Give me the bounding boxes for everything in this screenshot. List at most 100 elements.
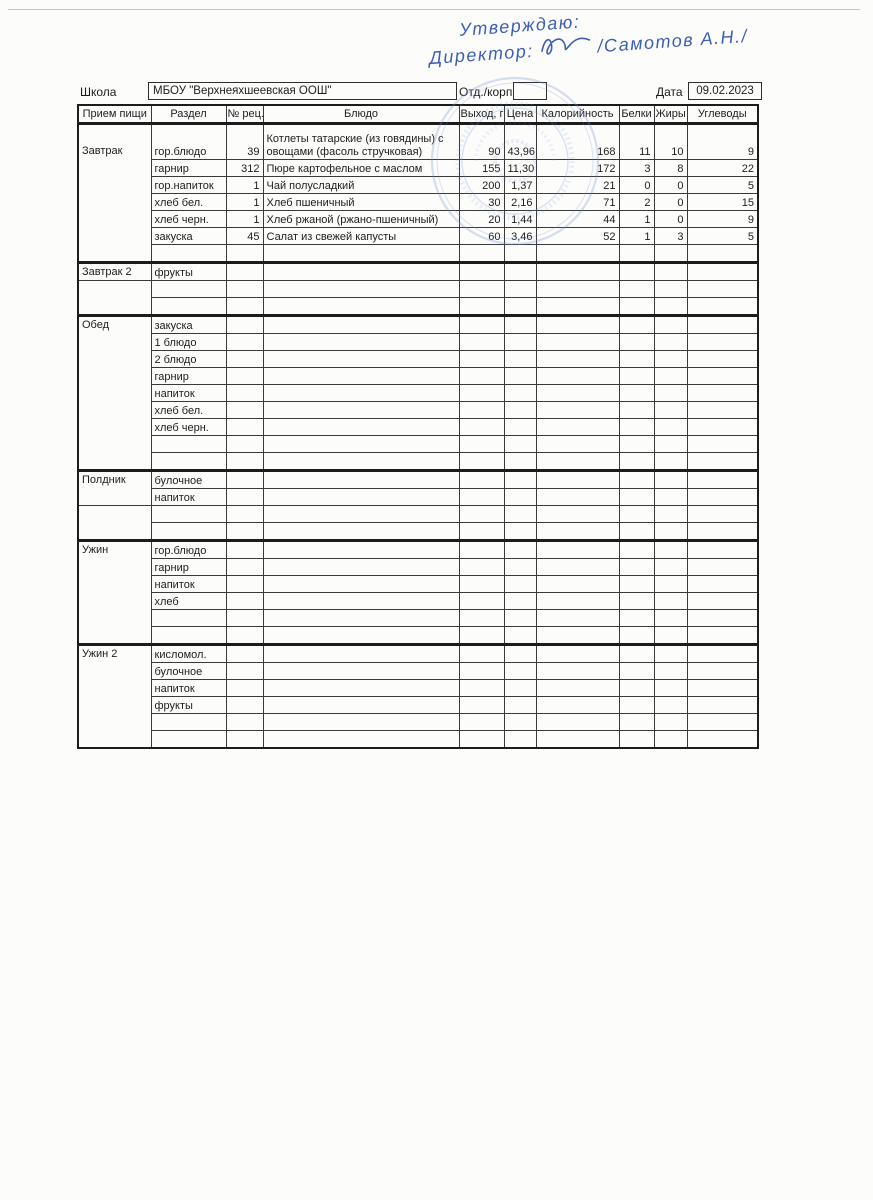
dish-cell: [262, 452, 460, 471]
table-row: 2 блюдо: [78, 350, 759, 368]
fat-cell: [653, 314, 688, 334]
price-cell: [503, 730, 537, 749]
recipe-no-cell: [225, 539, 264, 559]
razdel-cell: [150, 297, 227, 316]
fat-cell: [653, 452, 688, 471]
carbs-cell: 5: [686, 227, 759, 245]
price-cell: [503, 333, 537, 351]
protein-cell: 1: [618, 210, 655, 228]
dept-field: [513, 82, 547, 100]
output-cell: [458, 333, 505, 351]
output-cell: [458, 626, 505, 645]
calories-cell: [535, 713, 620, 731]
razdel-cell: напиток: [150, 488, 227, 506]
output-cell: 155: [458, 159, 505, 177]
recipe-no-cell: 1: [225, 210, 264, 228]
price-cell: 2,16: [503, 193, 537, 211]
output-cell: [458, 696, 505, 714]
signature-scribble-icon: [539, 32, 593, 65]
table-row: гарнир: [78, 367, 759, 385]
recipe-no-cell: [225, 261, 264, 281]
calories-cell: [535, 367, 620, 385]
output-cell: [458, 488, 505, 506]
fat-cell: [653, 435, 688, 453]
protein-cell: [618, 297, 655, 316]
price-cell: [503, 401, 537, 419]
recipe-no-cell: 1: [225, 176, 264, 194]
recipe-no-cell: [225, 384, 264, 402]
price-cell: [503, 280, 537, 298]
razdel-cell: [150, 452, 227, 471]
razdel-cell: кисломол.: [150, 643, 227, 663]
price-cell: [503, 592, 537, 610]
price-cell: [503, 609, 537, 627]
column-header: Белки: [618, 104, 655, 125]
razdel-cell: закуска: [150, 227, 227, 245]
protein-cell: [618, 418, 655, 436]
protein-cell: [618, 401, 655, 419]
calories-cell: 52: [535, 227, 620, 245]
carbs-cell: [686, 730, 759, 749]
carbs-cell: 9: [686, 122, 759, 160]
recipe-no-cell: [225, 592, 264, 610]
protein-cell: 2: [618, 193, 655, 211]
carbs-cell: [686, 522, 759, 541]
recipe-no-cell: [225, 297, 264, 316]
output-cell: [458, 261, 505, 281]
price-cell: [503, 244, 537, 263]
output-cell: [458, 350, 505, 368]
dish-cell: [262, 643, 460, 663]
razdel-cell: [150, 505, 227, 523]
price-cell: [503, 261, 537, 281]
dish-cell: [262, 314, 460, 334]
calories-cell: [535, 539, 620, 559]
price-cell: [503, 505, 537, 523]
output-cell: [458, 730, 505, 749]
meal-empty-cell: [77, 280, 152, 316]
column-header: Жиры: [653, 104, 688, 125]
recipe-no-cell: [225, 418, 264, 436]
razdel-cell: хлеб бел.: [150, 401, 227, 419]
price-cell: 11,30: [503, 159, 537, 177]
handwritten-approval-block: Утверждаю: Директор: /Самотов А.Н./: [427, 0, 749, 72]
fat-cell: [653, 713, 688, 731]
dish-cell: [262, 558, 460, 576]
price-cell: 1,37: [503, 176, 537, 194]
carbs-cell: 9: [686, 210, 759, 228]
calories-cell: [535, 730, 620, 749]
carbs-cell: [686, 367, 759, 385]
protein-cell: [618, 575, 655, 593]
dish-cell: [262, 713, 460, 731]
price-cell: 1,44: [503, 210, 537, 228]
meal-section-label: Ужин: [77, 539, 152, 645]
recipe-no-cell: [225, 244, 264, 263]
carbs-cell: [686, 505, 759, 523]
protein-cell: [618, 643, 655, 663]
output-cell: 20: [458, 210, 505, 228]
table-row: напиток: [78, 575, 759, 593]
meal-section-label: Обед: [77, 314, 152, 471]
dish-cell: [262, 592, 460, 610]
price-cell: [503, 679, 537, 697]
price-cell: 3,46: [503, 227, 537, 245]
price-cell: [503, 522, 537, 541]
recipe-no-cell: [225, 505, 264, 523]
protein-cell: [618, 367, 655, 385]
table-row: [78, 435, 759, 453]
recipe-no-cell: [225, 730, 264, 749]
table-row: [78, 452, 759, 471]
output-cell: [458, 505, 505, 523]
recipe-no-cell: [225, 314, 264, 334]
header-row: Прием пищи Раздел № рец. Блюдо Выход, г Цена К…: [77, 104, 759, 125]
output-cell: [458, 297, 505, 316]
dish-cell: [262, 539, 460, 559]
fat-cell: [653, 350, 688, 368]
dish-cell: [262, 280, 460, 298]
protein-cell: [618, 696, 655, 714]
razdel-cell: фрукты: [150, 261, 227, 281]
fat-cell: [653, 539, 688, 559]
price-cell: [503, 575, 537, 593]
carbs-cell: [686, 280, 759, 298]
document-header-form: Школа МБОУ "Верхнеяхшеевская ООШ" Отд./к…: [77, 82, 767, 100]
table-row: Полдник булочное: [77, 469, 759, 506]
